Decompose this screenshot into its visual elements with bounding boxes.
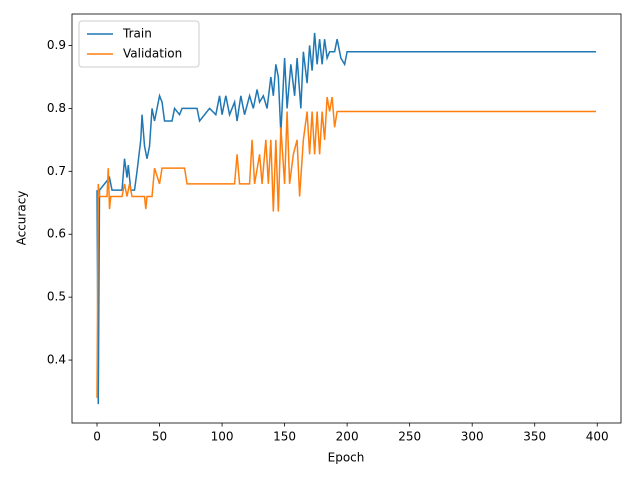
y-tick-label: 0.5 bbox=[47, 290, 66, 304]
x-axis-label: Epoch bbox=[328, 451, 365, 465]
x-tick-label: 150 bbox=[273, 430, 296, 444]
y-tick-label: 0.8 bbox=[47, 101, 66, 115]
y-axis-label: Accuracy bbox=[15, 191, 29, 246]
x-tick-label: 250 bbox=[398, 430, 421, 444]
y-tick-label: 0.9 bbox=[47, 38, 66, 52]
x-tick-label: 350 bbox=[523, 430, 546, 444]
legend-box bbox=[78, 20, 200, 68]
x-tick-label: 300 bbox=[461, 430, 484, 444]
x-tick-label: 100 bbox=[211, 430, 234, 444]
x-tick-label: 200 bbox=[336, 430, 359, 444]
axes-frame bbox=[71, 13, 622, 424]
y-tick-label: 0.7 bbox=[47, 164, 66, 178]
x-tick-label: 400 bbox=[586, 430, 609, 444]
y-tick-label: 0.4 bbox=[47, 353, 66, 367]
y-tick-label: 0.6 bbox=[47, 227, 66, 241]
legend-label: Validation bbox=[123, 47, 182, 61]
x-tick-label: 0 bbox=[93, 430, 101, 444]
line-series bbox=[96, 32, 596, 405]
line-series bbox=[96, 96, 596, 398]
x-tick-label: 50 bbox=[152, 430, 167, 444]
legend-label: Train bbox=[122, 27, 152, 41]
